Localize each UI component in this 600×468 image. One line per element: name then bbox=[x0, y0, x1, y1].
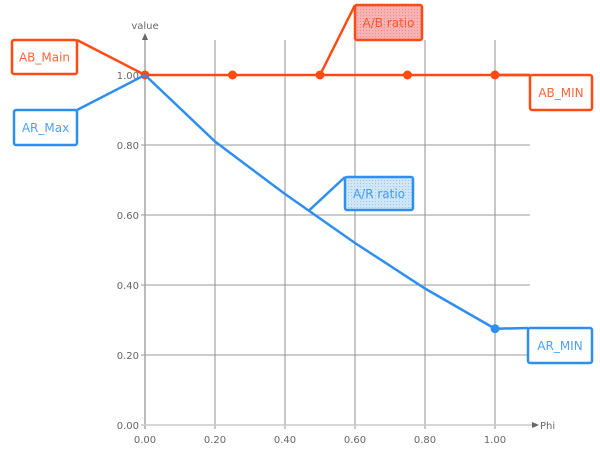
callout-leader bbox=[76, 73, 146, 112]
y-tick-label: 0.60 bbox=[117, 211, 139, 222]
callout-label: AR_MIN bbox=[537, 339, 582, 353]
y-tick-label: 0.40 bbox=[117, 281, 139, 292]
y-tick-label: 0.00 bbox=[117, 421, 139, 432]
x-axis-arrow-icon bbox=[532, 422, 539, 428]
y-axis-label: value bbox=[131, 21, 158, 32]
callout-box bbox=[12, 108, 79, 147]
callout-a-b-ratio: A/B ratio bbox=[318, 3, 424, 76]
callout-a-r-ratio: A/R ratio bbox=[308, 175, 415, 212]
callout-leader bbox=[318, 4, 357, 76]
callout-ar-min: AR_MIN bbox=[494, 326, 594, 365]
x-tick-label: 1.00 bbox=[484, 435, 506, 446]
callout-box bbox=[343, 175, 415, 212]
x-tick-label: 0.00 bbox=[134, 435, 156, 446]
x-tick-label: 0.60 bbox=[344, 435, 366, 446]
data-point-ab-ratio bbox=[228, 70, 237, 80]
x-tick-label: 0.80 bbox=[414, 435, 436, 446]
y-tick-label: 0.80 bbox=[117, 141, 139, 152]
callout-label: AR_Max bbox=[22, 121, 69, 135]
callout-label: A/R ratio bbox=[353, 187, 405, 201]
callout-ab-main: AB_Main bbox=[10, 38, 146, 77]
callout-leader bbox=[76, 38, 146, 77]
y-tick-label: 0.20 bbox=[117, 351, 139, 362]
callout-box bbox=[353, 3, 424, 42]
callout-label: A/B ratio bbox=[363, 16, 415, 30]
callout-box bbox=[10, 38, 79, 76]
x-tick-label: 0.40 bbox=[274, 435, 296, 446]
callout-leader bbox=[494, 326, 529, 330]
callout-box bbox=[526, 326, 594, 365]
callout-ab-min: AB_MIN bbox=[495, 73, 594, 112]
callout-label: AB_MIN bbox=[538, 86, 583, 100]
callout-leader bbox=[308, 176, 346, 212]
x-tick-label: 0.20 bbox=[204, 435, 226, 446]
y-axis-arrow-icon bbox=[142, 33, 148, 40]
y-tick-label: 1.00 bbox=[117, 71, 139, 82]
callout-box bbox=[528, 73, 594, 112]
data-point-ab-ratio bbox=[403, 70, 412, 80]
callout-label: AB_Main bbox=[19, 51, 70, 65]
x-axis-label: Phi bbox=[540, 421, 555, 432]
series-line-ar-ratio bbox=[144, 74, 496, 330]
callout-ar-max: AR_Max bbox=[12, 73, 146, 147]
